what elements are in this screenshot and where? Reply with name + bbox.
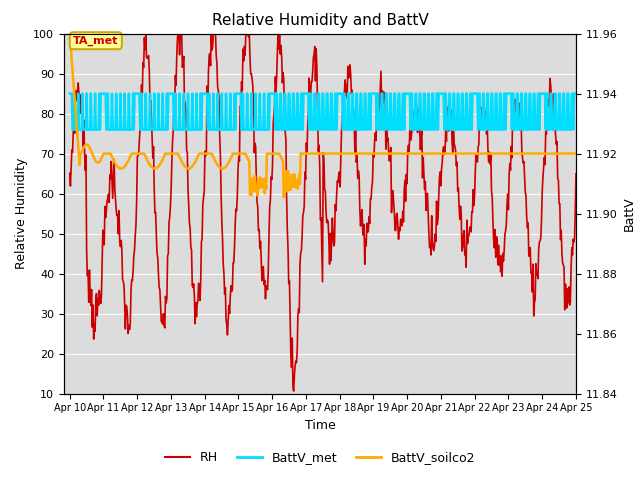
Legend: RH, BattV_met, BattV_soilco2: RH, BattV_met, BattV_soilco2 (159, 446, 481, 469)
X-axis label: Time: Time (305, 419, 335, 432)
Title: Relative Humidity and BattV: Relative Humidity and BattV (212, 13, 428, 28)
Y-axis label: BattV: BattV (623, 196, 636, 231)
Y-axis label: Relative Humidity: Relative Humidity (15, 158, 28, 269)
Text: TA_met: TA_met (73, 36, 118, 46)
